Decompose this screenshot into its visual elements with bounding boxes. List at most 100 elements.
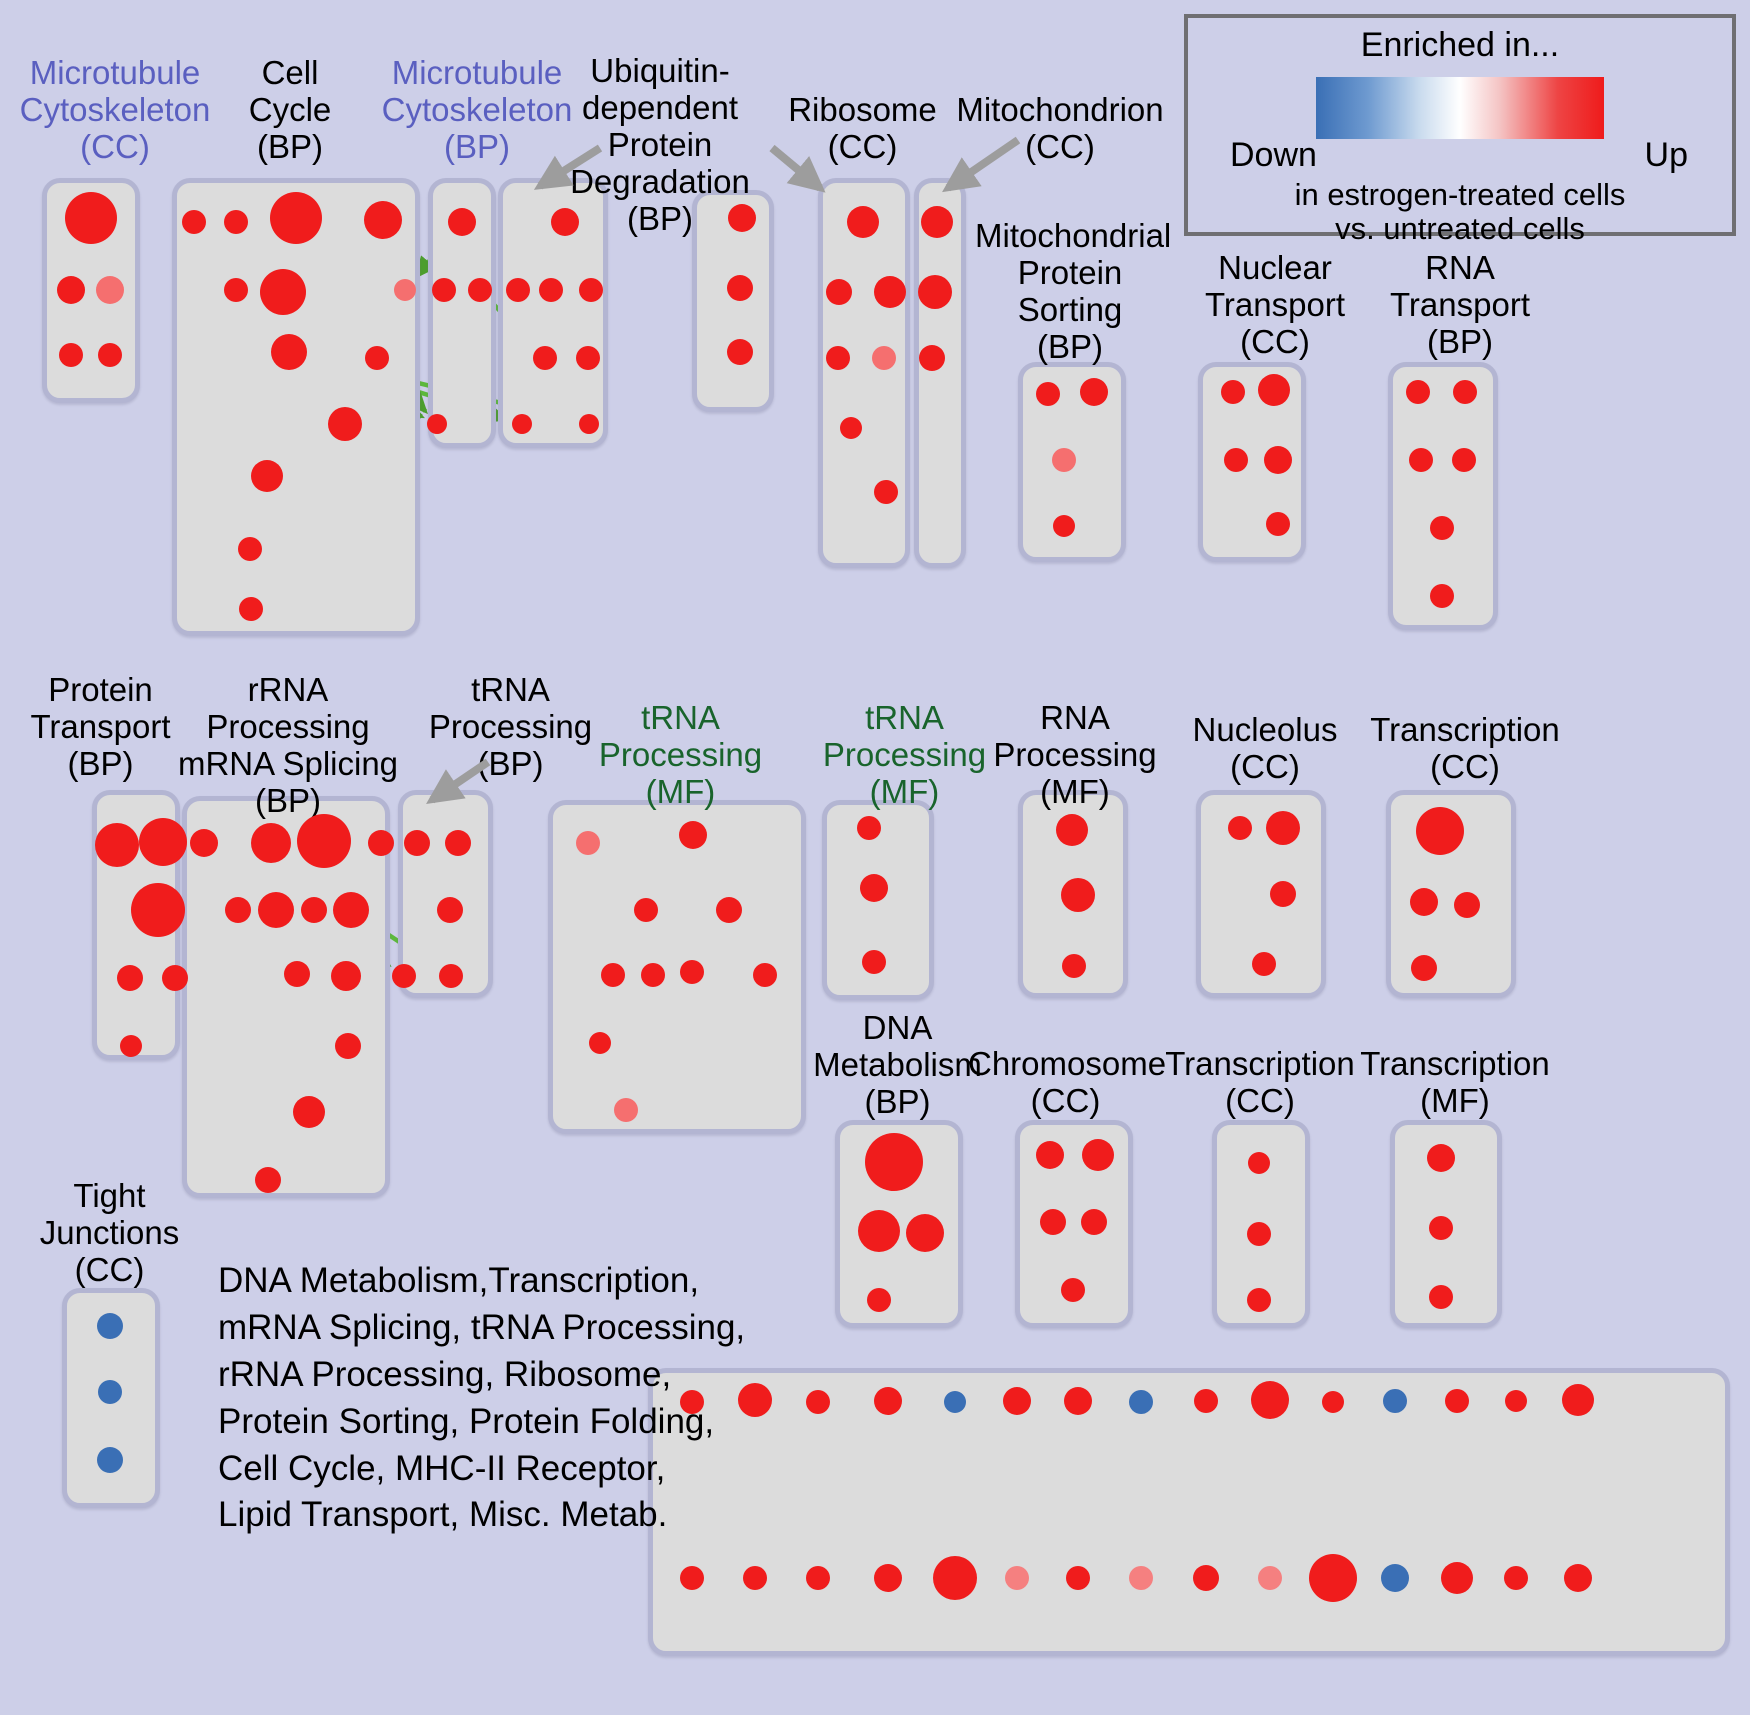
network-node[interactable]: [1082, 1139, 1114, 1171]
network-node[interactable]: [1053, 515, 1075, 537]
network-node[interactable]: [1562, 1384, 1594, 1416]
network-node[interactable]: [1427, 1144, 1455, 1172]
network-node[interactable]: [98, 343, 122, 367]
network-node[interactable]: [1221, 380, 1245, 404]
network-node[interactable]: [576, 346, 600, 370]
network-node[interactable]: [641, 963, 665, 987]
network-node[interactable]: [65, 192, 117, 244]
network-node[interactable]: [120, 1035, 142, 1057]
network-node[interactable]: [97, 1313, 123, 1339]
network-node[interactable]: [1429, 1216, 1453, 1240]
network-node[interactable]: [271, 334, 307, 370]
network-node[interactable]: [1441, 1562, 1473, 1594]
network-node[interactable]: [1258, 374, 1290, 406]
network-node[interactable]: [448, 208, 476, 236]
network-node[interactable]: [270, 192, 322, 244]
network-node[interactable]: [1430, 516, 1454, 540]
network-node[interactable]: [1453, 380, 1477, 404]
network-node[interactable]: [601, 963, 625, 987]
network-node[interactable]: [95, 823, 139, 867]
network-node[interactable]: [512, 414, 532, 434]
network-node[interactable]: [614, 1098, 638, 1122]
network-node[interactable]: [634, 898, 658, 922]
network-node[interactable]: [1066, 1566, 1090, 1590]
network-node[interactable]: [1003, 1387, 1031, 1415]
network-node[interactable]: [1224, 448, 1248, 472]
network-node[interactable]: [182, 210, 206, 234]
network-node[interactable]: [533, 346, 557, 370]
network-node[interactable]: [589, 1032, 611, 1054]
network-node[interactable]: [576, 831, 600, 855]
network-node[interactable]: [906, 1214, 944, 1252]
network-node[interactable]: [857, 816, 881, 840]
network-node[interactable]: [1193, 1565, 1219, 1591]
network-node[interactable]: [1416, 807, 1464, 855]
network-node[interactable]: [680, 1390, 704, 1414]
network-node[interactable]: [1409, 448, 1433, 472]
network-node[interactable]: [404, 830, 430, 856]
network-node[interactable]: [1040, 1209, 1066, 1235]
network-node[interactable]: [1056, 814, 1088, 846]
network-node[interactable]: [860, 874, 888, 902]
network-node[interactable]: [1248, 1152, 1270, 1174]
network-node[interactable]: [293, 1096, 325, 1128]
network-node[interactable]: [1247, 1222, 1271, 1246]
network-node[interactable]: [872, 346, 896, 370]
network-node[interactable]: [284, 961, 310, 987]
network-node[interactable]: [1258, 1566, 1282, 1590]
network-node[interactable]: [1264, 446, 1292, 474]
network-node[interactable]: [238, 537, 262, 561]
network-node[interactable]: [1270, 881, 1296, 907]
network-node[interactable]: [753, 963, 777, 987]
network-node[interactable]: [919, 345, 945, 371]
network-node[interactable]: [1005, 1566, 1029, 1590]
network-node[interactable]: [874, 1564, 902, 1592]
network-node[interactable]: [445, 830, 471, 856]
network-node[interactable]: [437, 897, 463, 923]
network-node[interactable]: [933, 1556, 977, 1600]
network-node[interactable]: [728, 204, 756, 232]
network-node[interactable]: [364, 201, 402, 239]
network-node[interactable]: [162, 965, 188, 991]
network-node[interactable]: [1247, 1288, 1271, 1312]
network-node[interactable]: [1430, 584, 1454, 608]
network-node[interactable]: [918, 275, 952, 309]
network-node[interactable]: [368, 830, 394, 856]
network-node[interactable]: [874, 276, 906, 308]
network-node[interactable]: [1228, 816, 1252, 840]
network-node[interactable]: [921, 206, 953, 238]
network-node[interactable]: [251, 460, 283, 492]
network-node[interactable]: [439, 964, 463, 988]
network-node[interactable]: [1454, 892, 1480, 918]
network-node[interactable]: [1061, 878, 1095, 912]
network-node[interactable]: [59, 343, 83, 367]
network-node[interactable]: [1129, 1566, 1153, 1590]
network-node[interactable]: [255, 1167, 281, 1193]
network-node[interactable]: [331, 961, 361, 991]
network-node[interactable]: [1564, 1564, 1592, 1592]
network-node[interactable]: [862, 950, 886, 974]
network-node[interactable]: [190, 829, 218, 857]
network-node[interactable]: [260, 269, 306, 315]
network-node[interactable]: [1309, 1554, 1357, 1602]
network-node[interactable]: [579, 414, 599, 434]
network-node[interactable]: [333, 892, 369, 928]
network-node[interactable]: [1052, 448, 1076, 472]
network-node[interactable]: [867, 1288, 891, 1312]
network-node[interactable]: [727, 339, 753, 365]
network-node[interactable]: [806, 1390, 830, 1414]
network-node[interactable]: [258, 892, 294, 928]
network-node[interactable]: [57, 276, 85, 304]
network-node[interactable]: [727, 275, 753, 301]
network-node[interactable]: [1061, 1278, 1085, 1302]
network-node[interactable]: [551, 208, 579, 236]
network-node[interactable]: [840, 417, 862, 439]
network-node[interactable]: [1410, 888, 1438, 916]
network-node[interactable]: [1429, 1285, 1453, 1309]
network-node[interactable]: [96, 276, 124, 304]
network-node[interactable]: [335, 1033, 361, 1059]
network-node[interactable]: [506, 278, 530, 302]
network-node[interactable]: [680, 1566, 704, 1590]
network-node[interactable]: [865, 1133, 923, 1191]
network-node[interactable]: [239, 597, 263, 621]
